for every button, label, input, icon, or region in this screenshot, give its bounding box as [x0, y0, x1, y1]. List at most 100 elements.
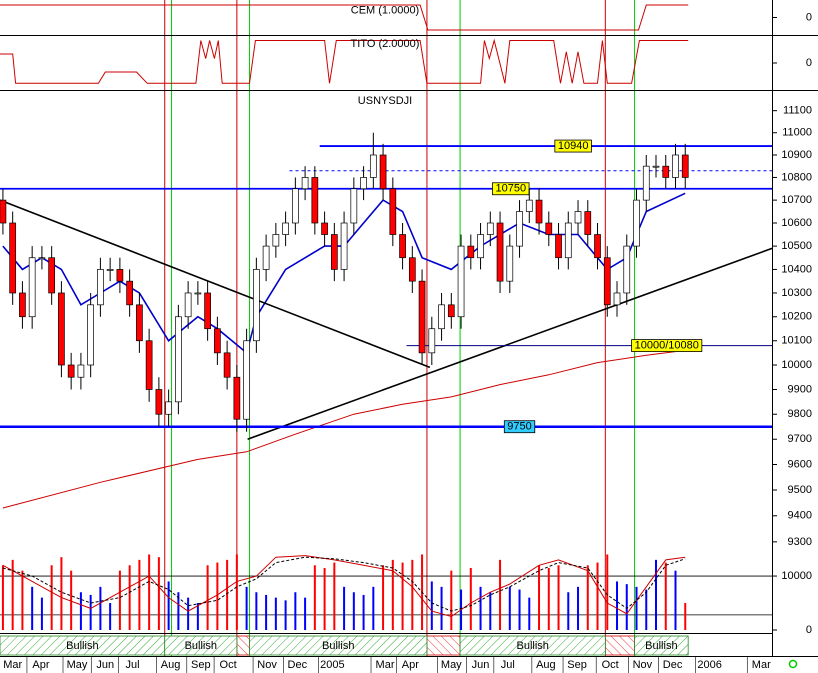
- x-tick-label: Jul: [126, 659, 140, 671]
- candle-body: [652, 165, 660, 168]
- candle-body: [253, 269, 260, 342]
- x-tick-label: Jun: [96, 659, 114, 671]
- candle-body: [457, 245, 465, 318]
- x-tick-label: Apr: [32, 659, 49, 671]
- histogram-bar: [625, 584, 628, 630]
- candle-body: [9, 222, 17, 294]
- histogram-bar: [148, 554, 151, 630]
- candle-body: [525, 199, 533, 212]
- histogram-bar: [606, 554, 609, 630]
- histogram-bar: [469, 567, 472, 630]
- candle-body: [340, 222, 348, 270]
- x-tick-label: Mar: [376, 659, 395, 671]
- candle-body: [87, 304, 95, 366]
- x-tick-label: Aug: [161, 659, 181, 671]
- y-tick-label: 9600: [788, 458, 812, 470]
- histogram-bar: [664, 562, 667, 630]
- candle-body: [321, 222, 328, 235]
- histogram-bar: [167, 581, 170, 630]
- candle-body: [603, 257, 611, 306]
- band-label: Bullish: [66, 640, 98, 652]
- band-label: Bullish: [516, 640, 548, 652]
- histogram-bar: [313, 565, 316, 630]
- trend-line: [247, 247, 773, 440]
- histogram-bar: [596, 562, 599, 630]
- x-tick-label: Sep: [191, 659, 211, 671]
- x-tick-label: Oct: [602, 659, 619, 671]
- level-label: 10940: [558, 140, 589, 152]
- candle-body: [642, 165, 650, 201]
- histogram-bar: [362, 594, 365, 630]
- histogram-bar: [635, 586, 638, 630]
- bearish-band: [604, 635, 635, 656]
- stochastic-line: [2, 556, 686, 612]
- bullish-band: [164, 635, 238, 656]
- candle-body: [116, 269, 124, 282]
- candle-body: [477, 234, 484, 259]
- histogram-bar: [109, 603, 112, 630]
- candle-body: [613, 292, 621, 306]
- y-tick-label: 10500: [781, 240, 812, 252]
- histogram-bar: [138, 559, 141, 630]
- candle-body: [418, 280, 426, 354]
- level-label-box: [554, 139, 592, 153]
- candle-body: [350, 188, 358, 224]
- histogram-bar: [528, 597, 531, 630]
- candle-body: [175, 316, 182, 403]
- candle-body: [106, 269, 114, 271]
- status-icon: [788, 659, 798, 669]
- x-tick-label: Nov: [257, 659, 277, 671]
- candle-body: [214, 328, 221, 354]
- histogram-bar: [586, 565, 589, 630]
- candle-body: [272, 234, 280, 247]
- histogram-bar: [333, 562, 336, 630]
- y-tick-label: 9500: [788, 484, 812, 496]
- moving-average: [2, 349, 686, 509]
- histogram-bar: [508, 586, 511, 630]
- histogram-bar: [70, 570, 73, 630]
- candle-body: [535, 199, 543, 224]
- y-tick-label: 10700: [781, 194, 812, 206]
- candle-body: [467, 245, 475, 259]
- histogram-bar: [21, 570, 24, 630]
- bullish-band: [249, 635, 428, 656]
- candle-body: [389, 188, 397, 235]
- x-tick-label: 2006: [697, 659, 721, 671]
- candle-body: [48, 257, 56, 294]
- y-tick-label: 10800: [781, 171, 812, 183]
- histogram-bar: [128, 565, 131, 630]
- trend-line: [0, 199, 431, 369]
- candle-body: [194, 292, 202, 295]
- x-tick-label: Apr: [402, 659, 419, 671]
- x-tick-label: Dec: [663, 659, 683, 671]
- bullish-band: [634, 635, 689, 656]
- x-tick-label: May: [441, 659, 462, 671]
- histogram-bar: [60, 557, 63, 630]
- candle-body: [330, 234, 338, 270]
- candle-body: [136, 304, 143, 342]
- level-label: 9750: [507, 421, 531, 433]
- histogram-bar: [352, 592, 355, 630]
- candle-body: [97, 269, 104, 306]
- candle-body: [545, 222, 553, 235]
- indicator-line: [0, 38, 689, 84]
- candle-body: [672, 154, 679, 178]
- histogram-bar: [11, 559, 14, 630]
- candle-body: [633, 199, 640, 247]
- histogram-bar: [567, 592, 570, 630]
- histogram-bar: [499, 559, 502, 630]
- candle-body: [574, 211, 582, 224]
- candle-body: [408, 257, 416, 282]
- histogram-bar: [216, 562, 219, 630]
- candle-body: [204, 292, 211, 330]
- histogram-bar: [430, 581, 433, 630]
- signal-layer: [164, 0, 636, 656]
- histogram-bar: [372, 586, 375, 630]
- bearish-band: [426, 635, 461, 656]
- candle-body: [506, 245, 514, 282]
- band-label: Bullish: [185, 640, 217, 652]
- y-tick-label: 9300: [788, 536, 812, 548]
- candle-body: [496, 222, 504, 282]
- x-tick-label: Sep: [567, 659, 587, 671]
